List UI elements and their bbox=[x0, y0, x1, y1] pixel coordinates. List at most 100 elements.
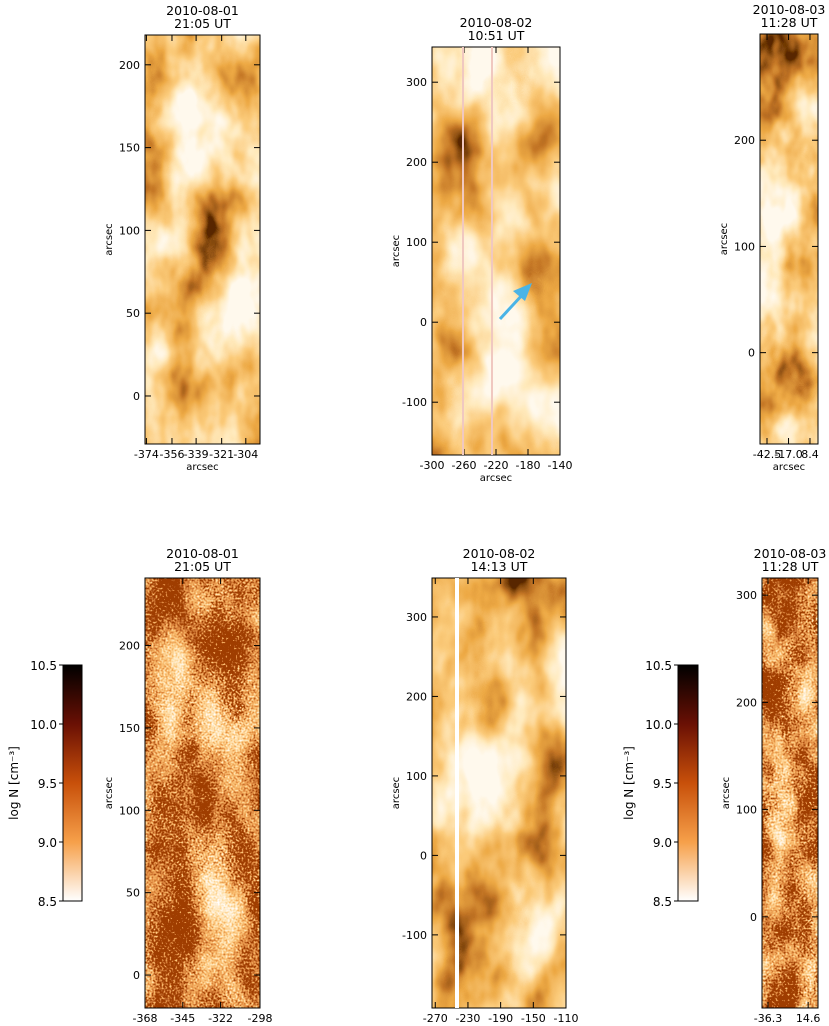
x-tick-label: -180 bbox=[516, 459, 541, 472]
overlays bbox=[455, 47, 532, 1008]
arrow-head bbox=[513, 283, 532, 301]
y-axis-label: arcsec bbox=[104, 777, 115, 809]
x-tick-label: -150 bbox=[521, 1012, 546, 1025]
x-tick-label: -270 bbox=[423, 1012, 448, 1025]
x-axis-label: arcsec bbox=[186, 462, 218, 473]
x-tick-label: -321 bbox=[209, 448, 234, 461]
y-tick-label: -100 bbox=[402, 396, 427, 409]
x-tick-label: -17.0 bbox=[774, 448, 802, 461]
y-axis-label: arcsec bbox=[104, 223, 115, 255]
y-tick-label: 0 bbox=[420, 849, 427, 862]
colorbar: 8.5 9.0 9.5 10.0 10.5 log N [cm⁻³] bbox=[622, 659, 699, 909]
colorbar-scale bbox=[677, 664, 699, 902]
y-tick-label: 150 bbox=[119, 722, 140, 735]
frame bbox=[144, 577, 261, 1009]
x-tick-label: 14.6 bbox=[796, 1012, 821, 1025]
y-tick-label: 300 bbox=[406, 76, 427, 89]
colorbar-label: log N [cm⁻³] bbox=[7, 746, 21, 820]
plots: -374 -356 -339 -321 -304 0 50 100 150 200 2010-08-… bbox=[7, 2, 827, 1025]
y-tick-label: 200 bbox=[119, 59, 140, 72]
y-tick-label: 100 bbox=[406, 770, 427, 783]
x-tick-label: -220 bbox=[484, 459, 509, 472]
y-axis-label: arcsec bbox=[719, 223, 730, 255]
x-tick-label: -356 bbox=[159, 448, 184, 461]
panel: -374 -356 -339 -321 -304 0 50 100 150 200 2010-08-… bbox=[104, 3, 261, 473]
x-tick-label: -298 bbox=[248, 1012, 273, 1025]
x-axis-label: arcsec bbox=[480, 473, 512, 484]
image bbox=[432, 47, 560, 455]
panel-title: 2010-08-02 bbox=[460, 15, 533, 30]
x-axis-label: arcsec bbox=[773, 462, 805, 473]
colorbar-tick-label: 10.5 bbox=[30, 659, 57, 673]
colorbar-tick-label: 10.0 bbox=[30, 718, 57, 732]
arrow bbox=[498, 291, 526, 321]
panel: -368 -345 -322 -298 0 50 100 150 200 2010-08-0121… bbox=[104, 546, 273, 1025]
panel-title: 2010-08-02 bbox=[463, 546, 536, 561]
panel-title: 2010-08-03 bbox=[754, 546, 827, 561]
x-tick-label: -322 bbox=[208, 1012, 233, 1025]
colorbar-tick-label: 8.5 bbox=[653, 895, 672, 909]
colorbar-scale bbox=[62, 664, 83, 902]
x-tick-label: 8.4 bbox=[801, 448, 819, 461]
y-tick-label: 0 bbox=[748, 347, 755, 360]
x-tick-label: -260 bbox=[452, 459, 477, 472]
colorbar-tick-label: 8.5 bbox=[38, 895, 57, 909]
colorbar-tick-label: 9.5 bbox=[653, 777, 672, 791]
colorbar-tick-label: 9.5 bbox=[38, 777, 57, 791]
frame bbox=[431, 577, 567, 1009]
y-tick-label: 0 bbox=[420, 316, 427, 329]
y-axis-label: arcsec bbox=[721, 777, 732, 809]
y-tick-label: 0 bbox=[133, 390, 140, 403]
panel-subtitle: 21:05 UT bbox=[174, 16, 231, 31]
colorbar-tick-label: 9.0 bbox=[38, 836, 57, 850]
y-tick-label: 150 bbox=[119, 142, 140, 155]
y-tick-label: 100 bbox=[119, 224, 140, 237]
x-tick-label: -368 bbox=[133, 1012, 158, 1025]
colorbar: 8.5 9.0 9.5 10.0 10.5 log N [cm⁻³] bbox=[7, 659, 83, 909]
panel-title: 2010-08-01 bbox=[166, 546, 239, 561]
image bbox=[145, 578, 260, 1008]
frame bbox=[144, 34, 261, 445]
colorbar-label: log N [cm⁻³] bbox=[622, 746, 636, 820]
x-tick-label: -190 bbox=[488, 1012, 513, 1025]
y-tick-label: 50 bbox=[126, 887, 140, 900]
x-tick-label: -230 bbox=[455, 1012, 480, 1025]
panel-subtitle: 21:05 UT bbox=[174, 559, 231, 574]
panel: -270 -230 -190 -150 -110 -100 0 100 200 300 2010-0… bbox=[391, 546, 579, 1025]
x-tick-label: -345 bbox=[170, 1012, 195, 1025]
colorbar-tick-label: 9.0 bbox=[653, 836, 672, 850]
panel-subtitle: 11:28 UT bbox=[761, 15, 818, 30]
y-tick-label: 100 bbox=[406, 236, 427, 249]
y-tick-label: 200 bbox=[734, 134, 755, 147]
y-tick-label: 100 bbox=[119, 804, 140, 817]
image bbox=[762, 578, 818, 1008]
panel-title: 2010-08-01 bbox=[166, 3, 239, 18]
y-tick-label: 200 bbox=[406, 690, 427, 703]
panel-subtitle: 10:51 UT bbox=[468, 28, 525, 43]
panel-title: 2010-08-03 bbox=[753, 2, 826, 17]
x-tick-label: -339 bbox=[184, 448, 209, 461]
colorbar-tick-label: 10.0 bbox=[645, 718, 672, 732]
panel-subtitle: 14:13 UT bbox=[471, 559, 528, 574]
frame bbox=[761, 577, 819, 1009]
y-tick-label: 200 bbox=[119, 640, 140, 653]
y-axis-label: arcsec bbox=[391, 777, 402, 809]
x-tick-label: -304 bbox=[233, 448, 258, 461]
panel: -300 -260 -220 -180 -140 -100 0 100 200 300 2010-0… bbox=[391, 15, 572, 484]
x-tick-label: -374 bbox=[134, 448, 159, 461]
x-tick-label: -140 bbox=[548, 459, 573, 472]
y-tick-label: 100 bbox=[734, 240, 755, 253]
image bbox=[432, 578, 566, 1008]
y-tick-label: 0 bbox=[133, 969, 140, 982]
x-tick-label: -42.5 bbox=[753, 448, 781, 461]
x-tick-label: -110 bbox=[554, 1012, 579, 1025]
y-tick-label: 50 bbox=[126, 307, 140, 320]
y-tick-label: 200 bbox=[406, 156, 427, 169]
colorbar-tick-label: 10.5 bbox=[645, 659, 672, 673]
x-tick-label: -36.3 bbox=[754, 1012, 782, 1025]
image bbox=[145, 35, 260, 444]
y-tick-label: -100 bbox=[402, 929, 427, 942]
